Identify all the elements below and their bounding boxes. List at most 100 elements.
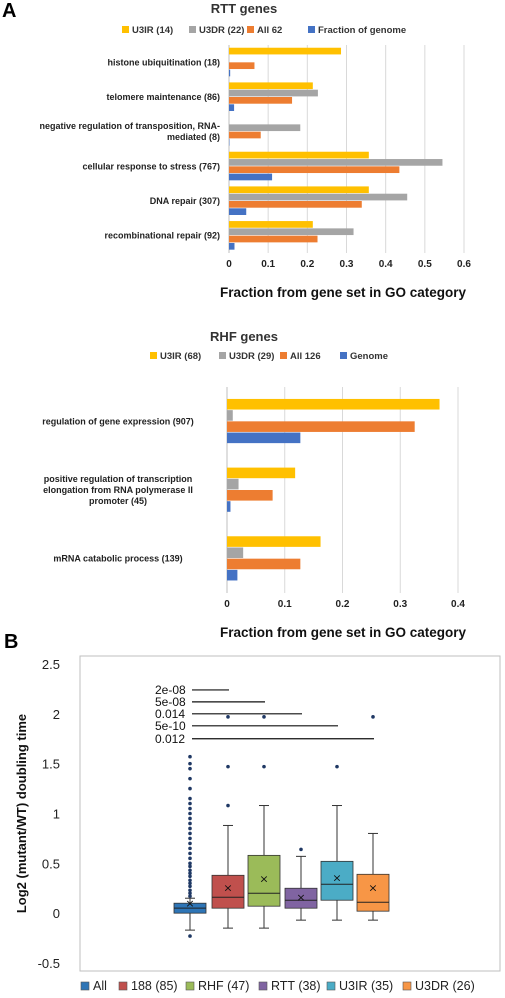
box (284, 887, 318, 909)
bar (227, 569, 238, 581)
category-label-line: DNA repair (307) (150, 196, 220, 206)
legend-swatch (219, 352, 226, 359)
outlier-point (188, 884, 192, 889)
x-tick-label: 0.1 (261, 259, 275, 270)
category-label: negative regulation of transposition, RN… (39, 121, 220, 142)
bar (229, 124, 301, 132)
category-label: telomere maintenance (86) (106, 92, 220, 102)
y-tick-label: 2 (53, 707, 60, 722)
bar (229, 221, 313, 228)
x-tick-label: 0 (224, 599, 230, 610)
legend-swatch (189, 26, 196, 33)
bar (229, 242, 235, 250)
outlier-point (188, 761, 192, 766)
x-tick-label: 0.6 (457, 259, 471, 270)
legend-swatch (185, 981, 195, 991)
legend-swatch (280, 352, 287, 359)
bar (229, 69, 231, 77)
outlier-point (188, 888, 192, 893)
outlier-point (188, 776, 192, 781)
category-label-line: telomere maintenance (86) (106, 92, 220, 102)
y-axis-title: Log2 (mutant/WT) doubling time (14, 714, 29, 913)
x-tick-label: 0.5 (418, 259, 432, 270)
box (247, 854, 281, 907)
x-tick-label: 0 (226, 259, 232, 270)
category-label: DNA repair (307) (150, 196, 220, 206)
category-label-line: positive regulation of transcription (44, 474, 193, 484)
outlier-point (188, 874, 192, 879)
chart-title: RTT genes (211, 1, 277, 16)
legend-label: RHF (47) (198, 979, 249, 993)
x-tick-label: 0.4 (379, 259, 393, 270)
category-label-line: mediated (8) (167, 132, 220, 142)
category-label-line: cellular response to stress (767) (82, 161, 220, 171)
x-tick-label: 0.1 (278, 599, 292, 610)
category-label: positive regulation of transcription elon… (43, 474, 193, 506)
rtt-genes-chart: RTT genes U3IR (14) U3DR (22) All 62 Fractio… (39, 1, 471, 300)
bar (229, 208, 247, 215)
legend-label: All 126 (290, 351, 321, 362)
bar (227, 410, 233, 421)
bar (229, 89, 318, 97)
legend-label: U3IR (14) (132, 25, 173, 36)
p-value-label: 5e-10 (155, 719, 186, 733)
legend-label: All 62 (257, 25, 282, 36)
y-tick-label: 1 (53, 807, 60, 822)
outlier-point (371, 715, 375, 719)
outlier-point (188, 856, 192, 861)
mean-marker: × (259, 872, 268, 885)
mean-marker: × (296, 891, 305, 904)
legend-swatch (118, 981, 128, 991)
outlier-point (188, 766, 192, 771)
y-tick-label: 0.5 (42, 856, 60, 871)
bar (229, 186, 369, 194)
category-label-line: mRNA catabolic process (139) (53, 554, 182, 564)
outlier-point (188, 801, 192, 806)
category-label: recombinational repair (92) (104, 231, 220, 241)
bar (227, 432, 301, 444)
p-value-label: 0.012 (155, 732, 185, 746)
legend-label: Genome (350, 351, 388, 362)
doubling-time-boxplot: -0.5 0 0.5 1 1.5 2 2.5 Log2 (mutant/WT) doublin… (14, 655, 501, 993)
outlier-point (188, 816, 192, 821)
bar (229, 173, 273, 181)
x-axis-title: Fraction from gene set in GO category (220, 285, 467, 300)
bar (229, 166, 400, 174)
outlier-point (188, 861, 192, 866)
outlier-point (188, 811, 192, 816)
outlier-point (188, 754, 192, 759)
bar (229, 104, 235, 111)
outlier-point (188, 836, 192, 841)
outlier-point (188, 841, 192, 846)
category-label-line: recombinational repair (92) (104, 231, 220, 241)
outlier-point (262, 715, 266, 719)
outlier-point (188, 846, 192, 851)
mean-marker: × (185, 897, 194, 910)
outlier-point (188, 831, 192, 836)
plot-border (79, 655, 501, 972)
outlier-point (188, 934, 192, 938)
legend-swatch (402, 981, 412, 991)
category-label: mRNA catabolic process (139) (53, 554, 182, 564)
chart-title: RHF genes (210, 329, 278, 344)
bar (229, 159, 443, 166)
outlier-point (226, 715, 230, 719)
outlier-point (188, 881, 192, 886)
p-value-label: 0.014 (155, 707, 185, 721)
bar (227, 501, 231, 512)
outlier-point (188, 891, 192, 896)
outlier-point (188, 868, 192, 873)
x-axis-title: Fraction from gene set in GO category (220, 625, 467, 640)
legend-label: U3DR (26) (415, 979, 475, 993)
bar (229, 193, 408, 201)
outlier-point (226, 803, 230, 808)
outlier-point (299, 847, 303, 852)
legend-swatch (150, 352, 157, 359)
category-label-line: histone ubiquitination (18) (108, 57, 221, 67)
panel-b-label: B (4, 631, 18, 653)
outlier-point (226, 764, 230, 769)
legend-swatch (247, 26, 254, 33)
category-label-line: promoter (45) (89, 496, 147, 506)
y-tick-label: -0.5 (38, 956, 60, 971)
